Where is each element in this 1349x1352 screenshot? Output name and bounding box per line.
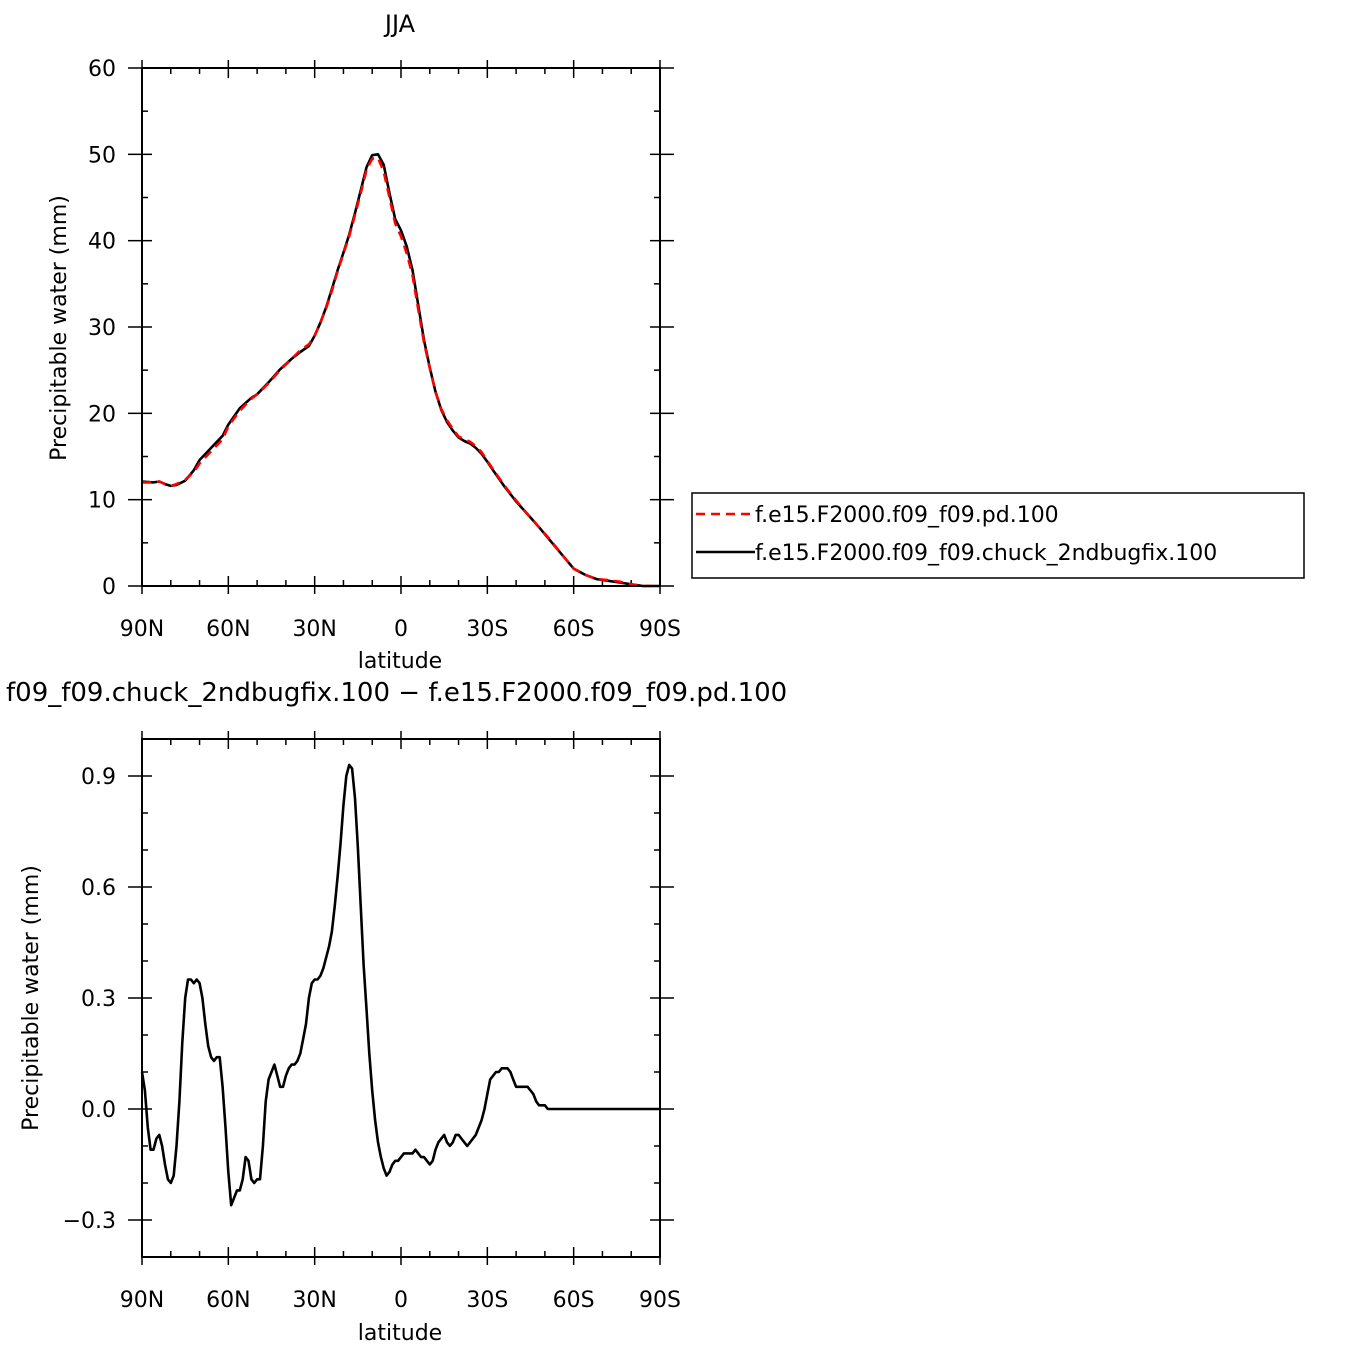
chart-bottom-title: f09_f09.chuck_2ndbugfix.100 − f.e15.F200… (6, 678, 787, 708)
y-tick-label: 0 (102, 575, 116, 600)
x-tick-label: 30S (466, 617, 508, 642)
chart-top-series (141, 153, 660, 588)
chart-bottom-frame (141, 738, 661, 1258)
y-tick-label: 0.6 (81, 876, 116, 901)
chart-top-title: JJA (383, 10, 416, 38)
x-tick-label: 60N (206, 617, 250, 642)
y-tick-label: 50 (88, 143, 116, 168)
y-tick-label: 0.3 (81, 987, 116, 1012)
chart-top-ticks: 90N 60N 30N 0 30S 60S 90S 0 10 20 30 40 50 60 (88, 57, 681, 642)
y-tick-label: −0.3 (63, 1209, 116, 1234)
x-tick-label: 0 (394, 617, 408, 642)
y-tick-label: 30 (88, 316, 116, 341)
x-tick-label: 30N (292, 617, 336, 642)
y-tick-label: 60 (88, 57, 116, 82)
x-tick-label: 60S (553, 1288, 595, 1313)
y-tick-label: 20 (88, 402, 116, 427)
legend-label-pd: f.e15.F2000.f09_f09.pd.100 (755, 503, 1059, 528)
chart-bottom-ticks: 90N 60N 30N 0 30S 60S 90S −0.3 0.0 0.3 0.6 0.9 (63, 731, 681, 1313)
legend-label-chuck: f.e15.F2000.f09_f09.chuck_2ndbugfix.100 (755, 541, 1217, 566)
series-line-1 (141, 153, 660, 588)
y-tick-label: 0.0 (81, 1098, 116, 1123)
x-tick-label: 60N (206, 1288, 250, 1313)
series-line-0 (140, 763, 660, 1207)
x-tick-label: 90N (120, 617, 164, 642)
legend-box (691, 492, 1305, 579)
x-tick-label: 90S (639, 1288, 681, 1313)
y-tick-label: 10 (88, 489, 116, 514)
y-tick-label: 40 (88, 230, 116, 255)
x-tick-label: 90N (120, 1288, 164, 1313)
x-tick-label: 90S (639, 617, 681, 642)
x-tick-label: 30N (292, 1288, 336, 1313)
chart-top-ylabel: Precipitable water (mm) (47, 195, 72, 461)
chart-top: JJA latitude Precipitable water (mm) 90N… (47, 10, 1305, 674)
chart-bottom: f09_f09.chuck_2ndbugfix.100 − f.e15.F200… (6, 678, 787, 1346)
series-line-0 (142, 156, 660, 588)
chart-bottom-xlabel: latitude (358, 1321, 442, 1346)
chart-bottom-series (140, 763, 660, 1207)
y-tick-label: 0.9 (81, 765, 116, 790)
x-tick-label: 30S (466, 1288, 508, 1313)
x-tick-label: 60S (553, 617, 595, 642)
chart-top-legend: f.e15.F2000.f09_f09.pd.100 f.e15.F2000.f… (691, 492, 1305, 579)
chart-top-xlabel: latitude (358, 649, 442, 674)
chart-bottom-ylabel: Precipitable water (mm) (19, 865, 44, 1131)
chart-top-frame (141, 67, 661, 587)
x-tick-label: 0 (394, 1288, 408, 1313)
